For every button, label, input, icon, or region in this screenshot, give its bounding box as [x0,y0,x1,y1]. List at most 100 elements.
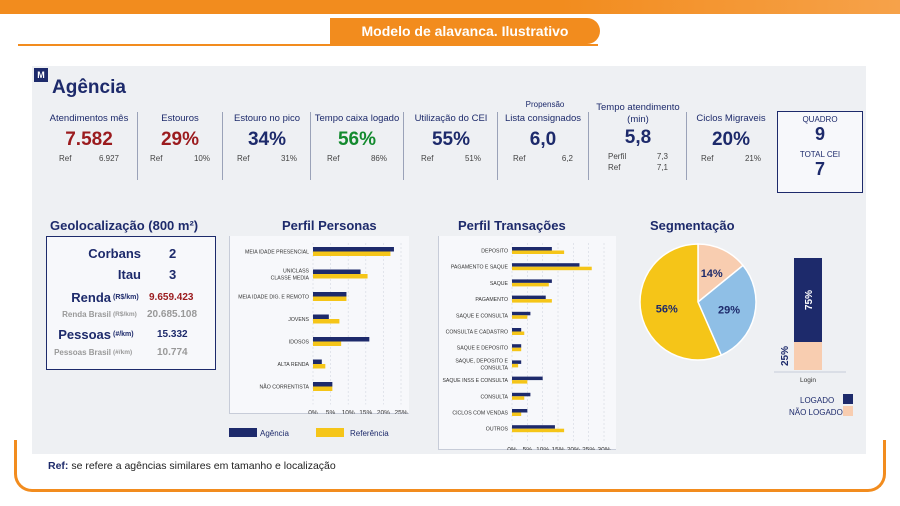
bar-referencia [313,296,347,301]
kpi-divider [686,112,687,180]
category-label: OUTROS [486,427,509,433]
page-title: Modelo de alavanca. Ilustrativo [330,18,600,44]
kpi-ref-value: 6,2 [561,154,573,163]
pie-slice-label: 56% [656,304,678,316]
pie-slice-label: 14% [701,268,723,280]
bar-referencia [512,315,528,319]
bar-agencia [512,392,531,397]
kpi-ref-label: Ref [421,154,434,163]
bar-referencia [313,364,326,369]
transacoes-chart-area [438,236,616,450]
bar-agencia [512,376,543,381]
slide-frame [14,440,886,492]
category-label: IDOSOS [289,340,310,346]
category-label: MEIA IDADE DIG. E REMOTO [238,295,309,301]
bar-agencia [313,382,333,387]
category-label: SAQUE INSS E CONSULTA [442,378,508,384]
kpi-label: Tempo atendimento [596,102,680,113]
geo-value: 15.332 [157,329,188,340]
category-label: NÃO CORRENTISTA [260,384,310,391]
segmentation-pie-chart: 14% 29% 56% [639,243,757,361]
x-tick-label: 0% [308,410,318,415]
category-label: CONSULTA [481,365,509,371]
bar-agencia [512,279,552,283]
category-label: SAQUE E DEPOSITO [457,346,508,352]
kpi-value: 29% [160,129,200,150]
kpi-value: 56% [337,129,377,150]
bar-referencia [512,412,522,416]
x-tick-label: 5% [326,410,336,415]
kpi-divider [588,112,589,180]
personas-chart: 0% 5% 10% 15% 20% 25% MEIA IDADE PRESENCIAL UNI… [238,243,408,415]
kpi-value: 34% [247,129,287,150]
x-tick-label: 15% [551,446,564,450]
kpi-ref-value: 21% [744,154,761,163]
legend-swatch-nao-logado [843,406,853,416]
category-label: SAQUE [490,281,509,287]
personas-title: Perfil Personas [282,218,377,233]
bar-agencia [313,269,361,274]
kpi-tempo-caixa: Tempo caixa logado 56% Ref 86% [312,110,402,182]
category-label: MEIA IDADE PRESENCIAL [245,250,309,256]
kpi-label: Utilização do CEI [414,113,488,124]
x-tick-label: 10% [536,446,549,450]
bar-agencia [512,295,546,300]
x-tick-label: 15% [359,410,372,415]
geo-unit: (#/km) [113,349,133,356]
bar-agencia [512,263,580,267]
geo-value: 2 [169,246,177,261]
kpi-estouros: Estouros 29% Ref 10% [138,110,222,182]
kpi-value: 7.582 [65,129,113,150]
legend-label-referencia: Referência [350,429,389,438]
pie-slice [697,243,745,304]
bar-referencia [512,331,525,335]
geo-label: Pessoas Brasil [54,348,111,357]
kpi-ref-label: Ref [237,154,250,163]
kpi-divider [403,112,404,180]
geo-value: 9.659.423 [149,292,194,303]
kpi-ref-label: Ref [150,154,163,163]
bar-referencia [512,266,592,271]
x-tick-label: 30% [597,446,610,450]
geo-unit: (R$/km) [113,311,137,318]
kpi-ref-value: 31% [280,154,297,163]
kpi-utilizacao-cei: Utilização do CEI 55% Ref 51% [405,110,497,182]
bar-referencia [313,386,333,391]
top-accent-bar [0,0,900,14]
category-label: PAGAMENTO [475,297,508,303]
kpi-value: 55% [431,129,471,150]
bar-agencia [512,409,528,413]
segmentacao-title: Segmentação [650,218,735,233]
legend-swatch-logado [843,394,853,404]
kpi-ref-label: Perfil [608,152,627,161]
bar-referencia [512,396,525,400]
quadro-label: QUADRO [802,115,838,124]
bar-referencia [512,282,549,287]
category-label: ALTA RENDA [277,362,309,368]
pie-slice [639,243,723,361]
bar-agencia [313,247,394,252]
kpi-value: 20% [711,129,751,150]
bar-referencia [313,251,391,256]
category-label: CONSULTA E CADASTRO [446,330,508,336]
bar-agencia [313,314,329,319]
footer-note: Ref: se refere a agências similares em t… [48,460,336,472]
geo-unit: (R$/km) [113,294,139,301]
kpi-ref-label: Ref [608,163,621,172]
footer-note-bold: Ref: [48,460,69,472]
category-label: UNICLASS [283,269,309,275]
bar-referencia [512,299,552,303]
category-label: CICLOS COM VENDAS [452,411,508,417]
geo-box: Corbans 2 Itau 3 Renda (R$/km) 9.659.423… [46,236,216,370]
geo-value: 3 [169,267,177,282]
bar-referencia [512,347,522,352]
transacoes-title: Perfil Transações [458,218,566,233]
kpi-label: Estouro no pico [233,113,300,124]
bar-referencia [512,428,565,433]
kpi-divider [497,112,498,180]
kpi-ref-label: Ref [701,154,714,163]
bar-referencia [512,250,565,254]
geo-value: 20.685.108 [147,309,198,320]
legend-label-logado: LOGADO [800,396,835,405]
bar-label-logado: 75% [804,290,815,310]
